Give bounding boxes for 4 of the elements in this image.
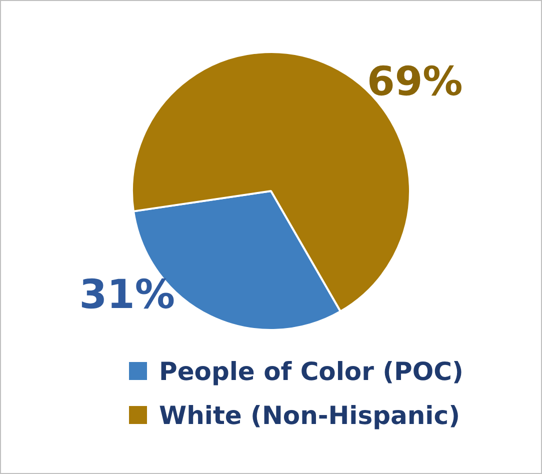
legend-label: White (Non-Hispanic) [159, 400, 460, 430]
data-label: 69% [367, 59, 463, 106]
legend-label: People of Color (POC) [159, 356, 464, 386]
data-label: 31% [79, 272, 175, 318]
